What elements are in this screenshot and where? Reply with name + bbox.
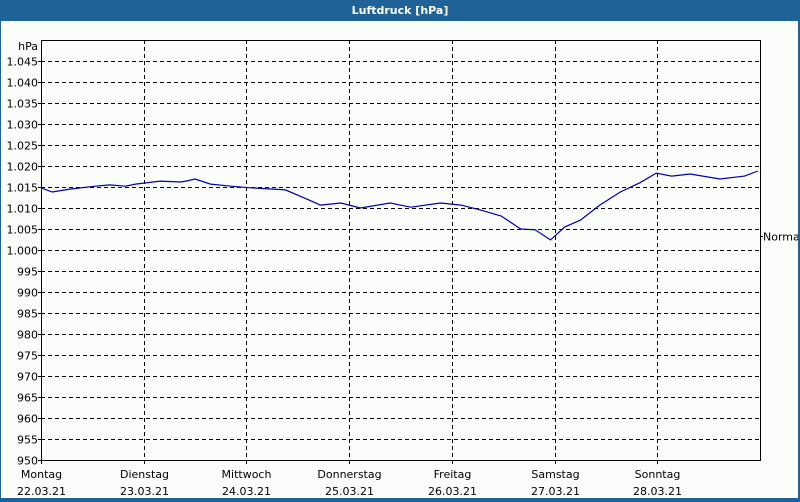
y-tick-label: 950	[17, 455, 38, 468]
x-date-label: 23.03.21	[120, 485, 169, 498]
y-tick-label: 1.015	[7, 182, 39, 195]
y-tick-label: 1.030	[7, 119, 39, 132]
y-tick-label: 1.040	[7, 77, 39, 90]
y-tick-label: 995	[17, 266, 38, 279]
plot-frame	[41, 40, 761, 461]
chart-panel: 950 955 960 965 970 975 980 985 990 995 1.000 1.005…	[1, 21, 800, 498]
x-day-label: Montag	[21, 468, 62, 481]
y-tick-label: 1.010	[7, 203, 39, 216]
y-tick-label: 1.005	[7, 224, 39, 237]
x-day-label: Mittwoch	[222, 468, 272, 481]
y-tick-label: 970	[17, 371, 38, 384]
y-tick-label: 975	[17, 350, 38, 363]
x-day-label: Freitag	[434, 468, 472, 481]
y-tick-label: 965	[17, 392, 38, 405]
x-date-label: 25.03.21	[325, 485, 374, 498]
y-tick-label: 990	[17, 287, 38, 300]
y-tick-label: 1.020	[7, 161, 39, 174]
y-tick-label: 1.045	[7, 56, 39, 69]
x-day-label: Donnerstag	[317, 468, 381, 481]
normal-label: Normal	[763, 231, 798, 244]
y-tick-label: 1.000	[7, 245, 39, 258]
x-day-label: Sonntag	[635, 468, 681, 481]
x-date-label: 22.03.21	[17, 485, 66, 498]
x-day-label: Samstag	[531, 468, 579, 481]
chart-title: Luftdruck [hPa]	[0, 0, 800, 21]
y-axis-unit: hPa	[18, 40, 38, 53]
y-tick-label: 960	[17, 413, 38, 426]
y-tick-label: 1.035	[7, 98, 39, 111]
y-tick-label: 985	[17, 308, 38, 321]
x-day-label: Dienstag	[120, 468, 169, 481]
pressure-chart: 950 955 960 965 970 975 980 985 990 995 1.000 1.005…	[7, 40, 800, 498]
x-date-label: 26.03.21	[428, 485, 477, 498]
y-tick-label: 980	[17, 329, 38, 342]
x-date-label: 24.03.21	[222, 485, 271, 498]
y-tick-label: 955	[17, 434, 38, 447]
y-tick-label: 1.025	[7, 140, 39, 153]
x-date-label: 28.03.21	[633, 485, 682, 498]
pressure-line	[40, 170, 759, 241]
x-date-label: 27.03.21	[531, 485, 580, 498]
